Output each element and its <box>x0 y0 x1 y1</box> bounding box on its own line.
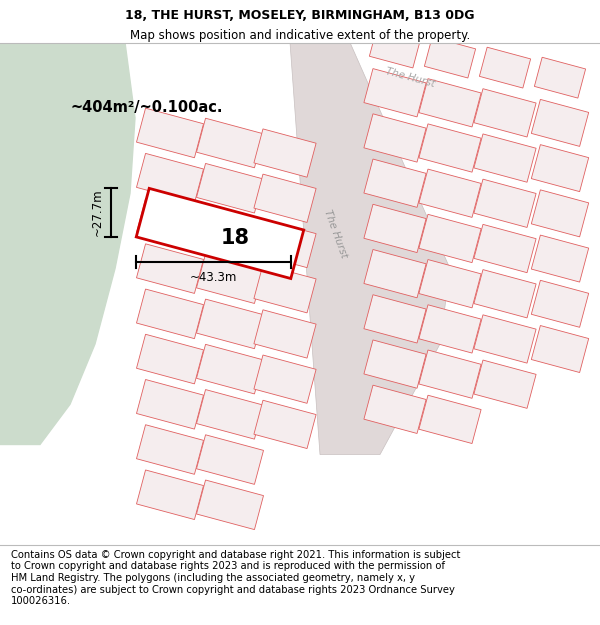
Text: The Hurst: The Hurst <box>322 208 349 259</box>
Polygon shape <box>364 295 426 343</box>
Polygon shape <box>532 144 589 192</box>
Polygon shape <box>474 269 536 318</box>
Text: ~43.3m: ~43.3m <box>190 271 237 284</box>
Polygon shape <box>196 254 263 304</box>
Polygon shape <box>196 209 263 258</box>
Text: Contains OS data © Crown copyright and database right 2021. This information is : Contains OS data © Crown copyright and d… <box>11 550 460 606</box>
Polygon shape <box>364 204 426 252</box>
Polygon shape <box>136 244 203 293</box>
Polygon shape <box>532 280 589 328</box>
Polygon shape <box>419 350 481 398</box>
Text: 18, THE HURST, MOSELEY, BIRMINGHAM, B13 0DG: 18, THE HURST, MOSELEY, BIRMINGHAM, B13 … <box>125 9 475 22</box>
Polygon shape <box>474 360 536 408</box>
Polygon shape <box>196 299 263 349</box>
Polygon shape <box>419 79 481 127</box>
Polygon shape <box>136 379 203 429</box>
Polygon shape <box>136 470 203 519</box>
Polygon shape <box>479 48 530 88</box>
Text: ~27.7m: ~27.7m <box>91 189 104 236</box>
Polygon shape <box>196 480 263 529</box>
Text: The Hurst: The Hurst <box>384 66 436 89</box>
Polygon shape <box>364 114 426 162</box>
Polygon shape <box>136 108 203 158</box>
Polygon shape <box>474 134 536 182</box>
Polygon shape <box>196 435 263 484</box>
Text: ~404m²/~0.100ac.: ~404m²/~0.100ac. <box>70 101 223 116</box>
Polygon shape <box>532 235 589 282</box>
Polygon shape <box>136 188 304 279</box>
Polygon shape <box>419 259 481 308</box>
Polygon shape <box>254 310 316 358</box>
Polygon shape <box>196 389 263 439</box>
Polygon shape <box>136 334 203 384</box>
Polygon shape <box>419 124 481 172</box>
Polygon shape <box>364 385 426 434</box>
Polygon shape <box>474 89 536 137</box>
Polygon shape <box>370 27 421 68</box>
Polygon shape <box>419 169 481 217</box>
Polygon shape <box>136 289 203 339</box>
Polygon shape <box>474 179 536 228</box>
Polygon shape <box>419 395 481 444</box>
Polygon shape <box>474 224 536 272</box>
Polygon shape <box>136 199 203 248</box>
Polygon shape <box>419 305 481 353</box>
Polygon shape <box>474 315 536 363</box>
Text: Map shows position and indicative extent of the property.: Map shows position and indicative extent… <box>130 29 470 42</box>
Polygon shape <box>364 249 426 298</box>
Polygon shape <box>254 355 316 403</box>
Polygon shape <box>136 425 203 474</box>
Polygon shape <box>364 340 426 388</box>
Polygon shape <box>254 129 316 178</box>
Polygon shape <box>532 190 589 237</box>
Polygon shape <box>535 58 586 98</box>
Polygon shape <box>254 174 316 222</box>
Polygon shape <box>196 118 263 168</box>
Polygon shape <box>290 42 450 454</box>
Polygon shape <box>136 153 203 203</box>
Polygon shape <box>196 163 263 213</box>
Polygon shape <box>364 159 426 208</box>
Polygon shape <box>254 400 316 449</box>
Text: 18: 18 <box>221 229 250 249</box>
Polygon shape <box>364 69 426 117</box>
Polygon shape <box>196 344 263 394</box>
Polygon shape <box>254 219 316 268</box>
Polygon shape <box>0 42 135 444</box>
Polygon shape <box>532 326 589 372</box>
Polygon shape <box>532 99 589 146</box>
Polygon shape <box>424 37 476 78</box>
Polygon shape <box>419 214 481 262</box>
Polygon shape <box>254 264 316 313</box>
